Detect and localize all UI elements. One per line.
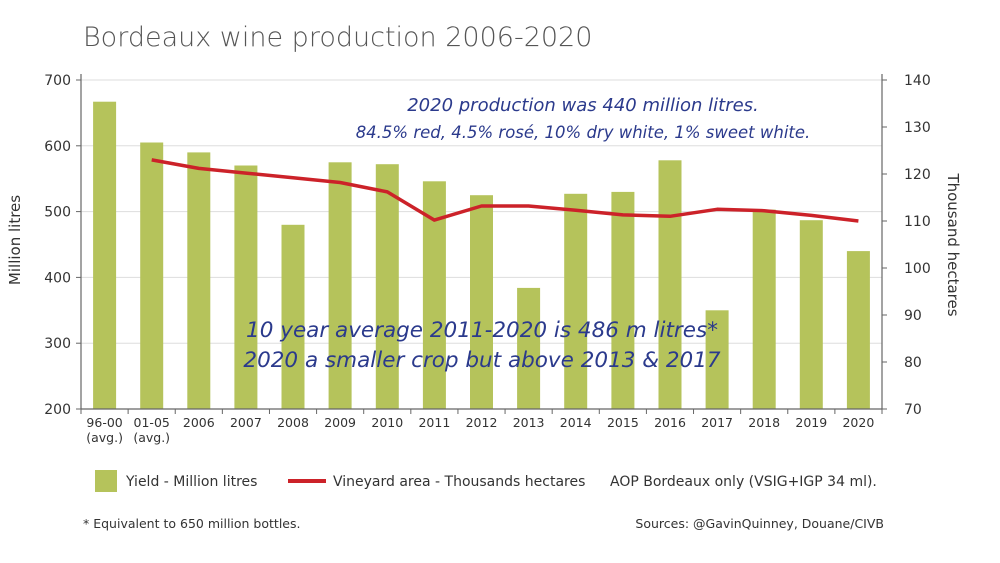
x-tick-label: 2013 xyxy=(513,415,545,430)
x-tick-label: 2009 xyxy=(324,415,356,430)
x-tick-label: 01-05 xyxy=(134,415,170,430)
annotation-top-line-2: 84.5% red, 4.5% rosé, 10% dry white, 1% … xyxy=(356,123,811,142)
yield-bars xyxy=(93,101,870,410)
x-tick-label: 2017 xyxy=(701,415,733,430)
bar-2009 xyxy=(328,162,352,410)
x-tick-label: 2014 xyxy=(560,415,592,430)
axes xyxy=(76,74,887,414)
bar-2017 xyxy=(705,310,729,409)
legend: Yield - Million litres Vineyard area - T… xyxy=(95,470,877,492)
y2-tick-label: 140 xyxy=(904,73,931,89)
bar-2012 xyxy=(470,195,493,409)
left-axis-ticks: 200 300 400 500 600 700 xyxy=(44,73,71,418)
bar-2016 xyxy=(658,160,682,409)
y-tick-label: 500 xyxy=(44,205,71,221)
x-tick-label: 2006 xyxy=(183,415,215,430)
bar-2010 xyxy=(375,164,399,409)
legend-swatch-yield xyxy=(95,470,117,492)
vineyard-area-line xyxy=(151,158,859,223)
y2-tick-label: 100 xyxy=(904,261,931,277)
x-tick-label: 96-00 xyxy=(86,415,122,430)
bar-96-00 xyxy=(93,101,117,409)
annotation-middle-line-1: 10 year average 2011-2020 is 486 m litre… xyxy=(246,318,718,343)
y2-tick-label: 90 xyxy=(904,308,922,324)
x-tick-label: 2015 xyxy=(607,415,639,430)
x-tick-label: 2019 xyxy=(795,415,827,430)
x-tick-label: (avg.) xyxy=(133,430,170,445)
y2-tick-label: 120 xyxy=(904,167,931,183)
bar-2007 xyxy=(234,165,258,409)
y-tick-label: 200 xyxy=(44,402,71,418)
y2-tick-label: 130 xyxy=(904,120,931,136)
bar-2006 xyxy=(187,152,211,409)
x-tick-label: 2016 xyxy=(654,415,686,430)
y-tick-label: 700 xyxy=(44,73,71,89)
x-tick-label: 2018 xyxy=(748,415,780,430)
x-axis-ticks: 96-00(avg.)01-05(avg.)2006 2007 2008 2009 20… xyxy=(86,415,874,445)
annotation-top: 2020 production was 440 million litres. … xyxy=(356,95,811,142)
footnote: * Equivalent to 650 million bottles. xyxy=(83,516,300,531)
vineyard-area-series xyxy=(151,158,859,223)
annotation-middle-line-2: 2020 a smaller crop but above 2013 & 201… xyxy=(243,348,721,373)
y-tick-label: 300 xyxy=(44,336,71,352)
bar-2008 xyxy=(281,224,305,409)
x-tick-label: 2010 xyxy=(371,415,403,430)
x-tick-label: (avg.) xyxy=(86,430,123,445)
y2-axis-label: Thousand hectares xyxy=(944,172,962,316)
right-axis-ticks: 70 80 90 100 110 120 130 140 xyxy=(904,73,931,418)
x-tick-label: 2007 xyxy=(230,415,262,430)
bar-01-05 xyxy=(140,142,164,409)
y2-tick-label: 70 xyxy=(904,402,922,418)
legend-note: AOP Bordeaux only (VSIG+IGP 34 ml). xyxy=(610,474,877,490)
bar-2015 xyxy=(611,191,635,409)
bar-2013 xyxy=(517,287,541,409)
legend-label-vineyard-area: Vineyard area - Thousands hectares xyxy=(333,474,585,490)
legend-label-yield: Yield - Million litres xyxy=(125,474,257,490)
bar-2019 xyxy=(799,220,823,409)
y-tick-label: 400 xyxy=(44,270,71,286)
bar-2014 xyxy=(564,193,588,409)
chart-title: Bordeaux wine production 2006-2020 xyxy=(83,22,592,53)
annotation-top-line-1: 2020 production was 440 million litres. xyxy=(407,95,759,116)
x-tick-label: 2011 xyxy=(418,415,450,430)
annotation-middle: 10 year average 2011-2020 is 486 m litre… xyxy=(243,318,721,373)
x-tick-label: 2008 xyxy=(277,415,309,430)
y2-tick-label: 80 xyxy=(904,355,922,371)
source-note: Sources: @GavinQuinney, Douane/CIVB xyxy=(635,516,884,531)
bar-2018 xyxy=(752,209,776,409)
y-axis-label: Million litres xyxy=(6,195,24,285)
y-tick-label: 600 xyxy=(44,139,71,155)
x-tick-label: 2020 xyxy=(842,415,874,430)
bar-2020 xyxy=(846,251,870,409)
x-tick-label: 2012 xyxy=(466,415,498,430)
y2-tick-label: 110 xyxy=(904,214,931,230)
bar-2011 xyxy=(422,181,446,409)
